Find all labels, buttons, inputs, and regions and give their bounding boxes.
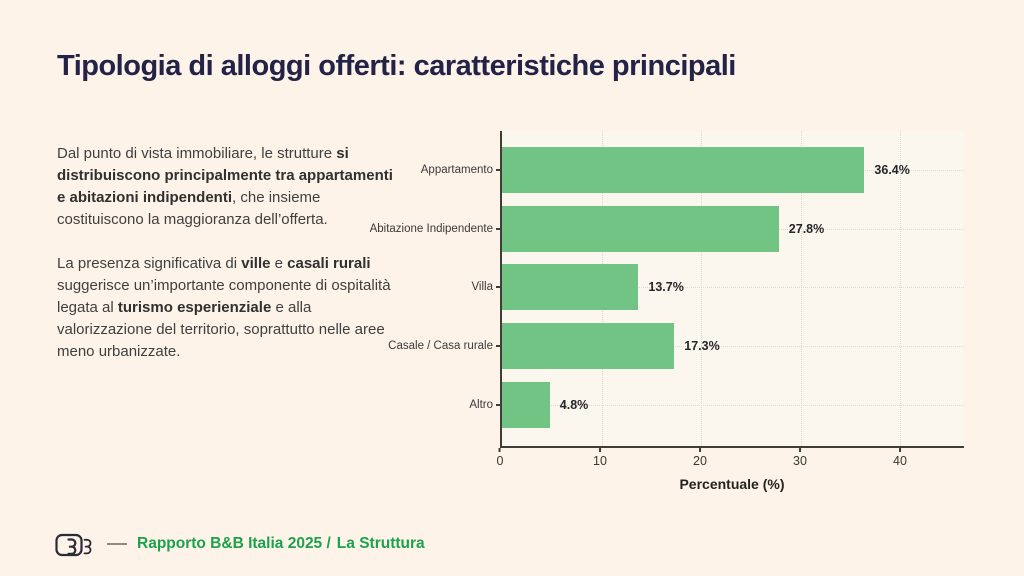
y-gridline (502, 287, 964, 289)
body-text: Dal punto di vista immobiliare, le strut… (57, 143, 393, 385)
x-tick-label: 10 (593, 454, 607, 468)
category-label: Appartamento (420, 164, 493, 177)
x-tickmark (599, 448, 601, 452)
x-tick-20: 20 (693, 448, 707, 468)
bar-row: Altro 4.8% (469, 375, 964, 434)
x-tickmark (899, 448, 901, 452)
bar-row: Appartamento 36.4% (421, 141, 964, 200)
x-tick-10: 10 (593, 448, 607, 468)
y-tickmark (496, 227, 501, 230)
y-gridline (502, 404, 964, 406)
paragraph-2: La presenza significativa di ville e cas… (57, 255, 391, 360)
value-label: 27.8% (788, 221, 825, 236)
category-label: Villa (471, 281, 493, 294)
category-label: Casale / Casa rurale (388, 340, 493, 353)
y-gridline (502, 346, 964, 348)
bb-logo-icon (55, 533, 92, 557)
chart-rows: Appartamento 36.4% Abitazione Indipendente… (370, 141, 964, 434)
x-tickmark (699, 448, 701, 452)
x-tickmark (799, 448, 801, 452)
y-tickmark (496, 345, 501, 348)
bar-row: Villa 13.7% (471, 258, 964, 317)
x-tick-label: 20 (693, 454, 707, 468)
value-label: 13.7% (648, 280, 684, 295)
category-label: Altro (469, 398, 493, 411)
x-axis: 0 10 20 30 40 (496, 448, 964, 474)
bar-1 (502, 205, 779, 252)
x-tick-40: 40 (893, 448, 907, 468)
y-tickmark (496, 403, 501, 406)
chart-plot-area: Appartamento 36.4% Abitazione Indipendente… (370, 131, 964, 448)
page-title: Tipologia di alloggi offerti: caratteris… (57, 50, 736, 82)
value-label: 36.4% (874, 163, 910, 178)
bar-0 (502, 147, 865, 194)
footer-caption: Rapporto B&B Italia 2025 / La Struttura (137, 535, 425, 553)
x-tickmark (498, 448, 501, 452)
y-tickmark (496, 286, 501, 289)
bar-4 (502, 381, 550, 428)
x-gridline (701, 131, 703, 446)
bar-chart: Appartamento 36.4% Abitazione Indipendente… (370, 131, 964, 492)
footer: Rapporto B&B Italia 2025 / La Struttura (55, 529, 425, 559)
bar-2 (502, 264, 639, 311)
x-gridline (800, 131, 802, 446)
x-gridline (900, 131, 902, 446)
x-tick-label: 30 (793, 454, 807, 468)
x-tick-label: 40 (893, 454, 907, 468)
x-tick-30: 30 (793, 448, 807, 468)
value-label: 17.3% (684, 339, 720, 354)
paragraph-1: Dal punto di vista immobiliare, le strut… (57, 145, 393, 228)
bar-row: Casale / Casa rurale 17.3% (388, 317, 964, 376)
value-label: 4.8% (559, 397, 589, 412)
x-tick-label: 0 (496, 454, 504, 468)
bar-row: Abitazione Indipendente 27.8% (370, 200, 964, 259)
y-tickmark (496, 169, 501, 172)
x-axis-title: Percentuale (%) (679, 476, 785, 492)
bar-3 (502, 323, 675, 370)
category-label: Abitazione Indipendente (369, 222, 493, 235)
x-tick-0: 0 (496, 448, 504, 468)
footer-section-label: La Struttura (336, 535, 425, 552)
footer-report-label: Rapporto B&B Italia 2025 / (137, 535, 331, 552)
footer-dash (107, 543, 127, 545)
